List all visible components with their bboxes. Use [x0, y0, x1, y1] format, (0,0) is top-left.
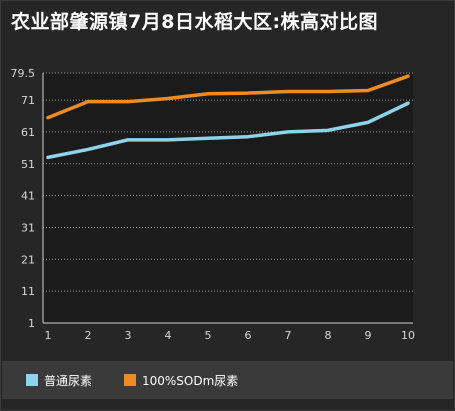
x-tick-label: 8 [325, 329, 332, 342]
x-tick-label: 9 [365, 329, 372, 342]
y-tick-label: 1 [28, 317, 35, 330]
y-tick-label: 71 [21, 94, 35, 107]
legend-swatch-series-2 [124, 374, 136, 386]
y-tick-label: 51 [21, 158, 35, 171]
legend-label-series-1: 普通尿素 [44, 373, 93, 388]
x-tick-label: 4 [165, 329, 172, 342]
legend-label-series-2: 100%SODm尿素 [142, 373, 239, 388]
y-tick-label: 41 [21, 190, 35, 203]
y-tick-label: 21 [21, 253, 35, 266]
x-tick-label: 7 [285, 329, 292, 342]
x-tick-label: 2 [85, 329, 92, 342]
x-tick-label: 10 [401, 329, 415, 342]
x-tick-label: 5 [205, 329, 212, 342]
x-tick-label: 3 [125, 329, 132, 342]
legend-item-series-2[interactable]: 100%SODm尿素 [124, 372, 238, 388]
legend-item-series-1[interactable]: 普通尿素 [26, 372, 92, 388]
legend-swatch-series-1 [26, 374, 38, 386]
legend: 普通尿素 100%SODm尿素 [2, 361, 453, 399]
series-line-2 [46, 74, 410, 120]
x-axis-ticks: 1 2 3 4 5 6 7 8 9 10 [45, 329, 416, 342]
y-tick-label: 79.5 [11, 67, 36, 80]
series-line-1 [46, 101, 410, 160]
plot-area [43, 73, 413, 323]
series-lines [46, 74, 410, 160]
x-tick-label: 6 [245, 329, 252, 342]
y-tick-label: 11 [21, 285, 35, 298]
y-tick-label: 31 [21, 221, 35, 234]
y-tick-label: 61 [21, 126, 35, 139]
x-tick-label: 1 [45, 329, 52, 342]
chart-title: 农业部肇源镇7月8日水稻大区:株高对比图 [11, 11, 379, 33]
